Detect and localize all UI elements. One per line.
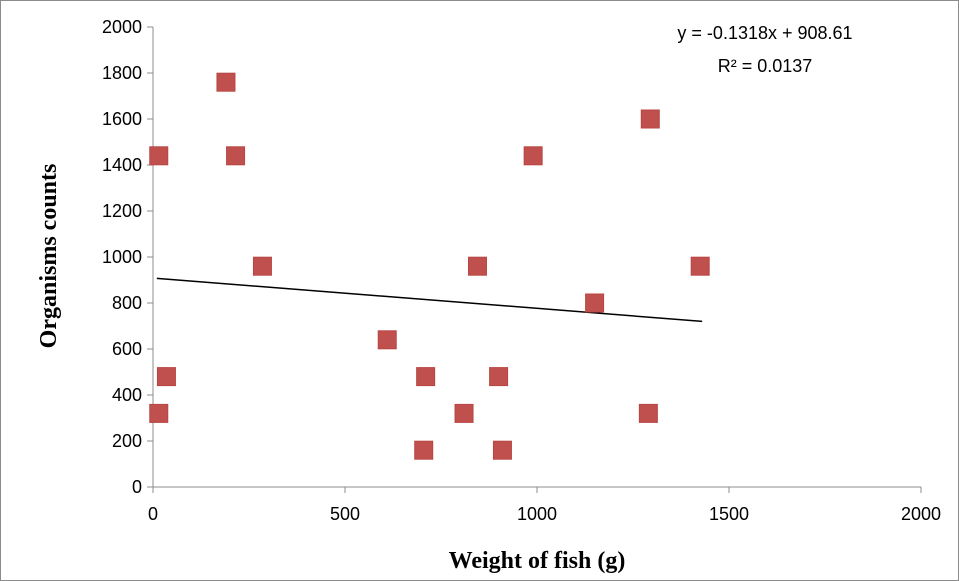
y-tick-label: 1200: [102, 201, 142, 221]
x-tick-label: 500: [330, 504, 360, 524]
data-point: [523, 146, 543, 166]
x-tick-label: 0: [148, 504, 158, 524]
r-squared-label: R² = 0.0137: [718, 56, 813, 76]
data-point: [414, 440, 434, 460]
data-point: [377, 330, 397, 350]
data-point: [216, 72, 236, 92]
data-point: [492, 440, 512, 460]
x-axis-title: Weight of fish (g): [449, 548, 626, 574]
y-tick-label: 1000: [102, 247, 142, 267]
y-tick-label: 800: [112, 293, 142, 313]
data-points: [149, 72, 710, 460]
trendline-equation: y = -0.1318x + 908.61: [677, 23, 852, 43]
data-point: [149, 403, 169, 423]
y-tick-label: 1600: [102, 109, 142, 129]
x-tick-label: 2000: [901, 504, 941, 524]
data-point: [156, 367, 176, 387]
data-point: [226, 146, 246, 166]
data-point: [585, 293, 605, 313]
data-point: [489, 367, 509, 387]
y-tick-label: 1400: [102, 155, 142, 175]
y-tick-label: 0: [132, 477, 142, 497]
data-point: [454, 403, 474, 423]
x-tick-labels: 0 500 1000 1500 2000: [148, 504, 941, 524]
x-tick-label: 1000: [517, 504, 557, 524]
x-tick-label: 1500: [709, 504, 749, 524]
data-point: [252, 256, 272, 276]
data-point: [690, 256, 710, 276]
data-point: [467, 256, 487, 276]
y-axis-title: Organisms counts: [36, 164, 62, 349]
data-point: [640, 109, 660, 129]
y-tick-label: 600: [112, 339, 142, 359]
data-point: [416, 367, 436, 387]
y-tick-label: 2000: [102, 17, 142, 37]
y-tick-label: 1800: [102, 63, 142, 83]
data-point: [149, 146, 169, 166]
y-tick-label: 400: [112, 385, 142, 405]
y-tick-labels: 0 200 400 600 800 1000 1200 1400 1600 1800 2000: [102, 17, 142, 497]
trendline: [156, 277, 703, 323]
y-tick-label: 200: [112, 431, 142, 451]
trendline-group: [156, 277, 703, 323]
data-point: [638, 403, 658, 423]
